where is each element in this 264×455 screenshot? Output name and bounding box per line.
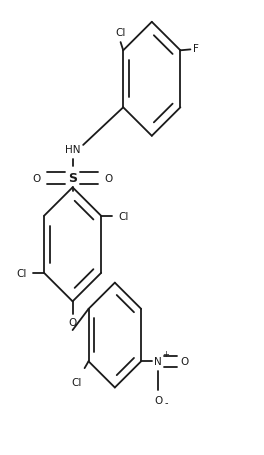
Text: O: O — [181, 357, 189, 366]
Text: Cl: Cl — [115, 28, 126, 38]
Text: O: O — [154, 395, 162, 405]
Text: Cl: Cl — [16, 268, 27, 278]
Text: N: N — [154, 357, 162, 366]
Text: O: O — [33, 173, 41, 183]
Text: S: S — [68, 172, 77, 185]
Text: F: F — [193, 44, 199, 54]
Text: O: O — [104, 173, 112, 183]
Text: -: - — [165, 398, 168, 407]
Text: O: O — [68, 317, 77, 327]
Text: HN: HN — [65, 144, 80, 154]
Text: +: + — [162, 349, 169, 358]
Text: Cl: Cl — [72, 377, 82, 387]
Text: Cl: Cl — [119, 212, 129, 221]
